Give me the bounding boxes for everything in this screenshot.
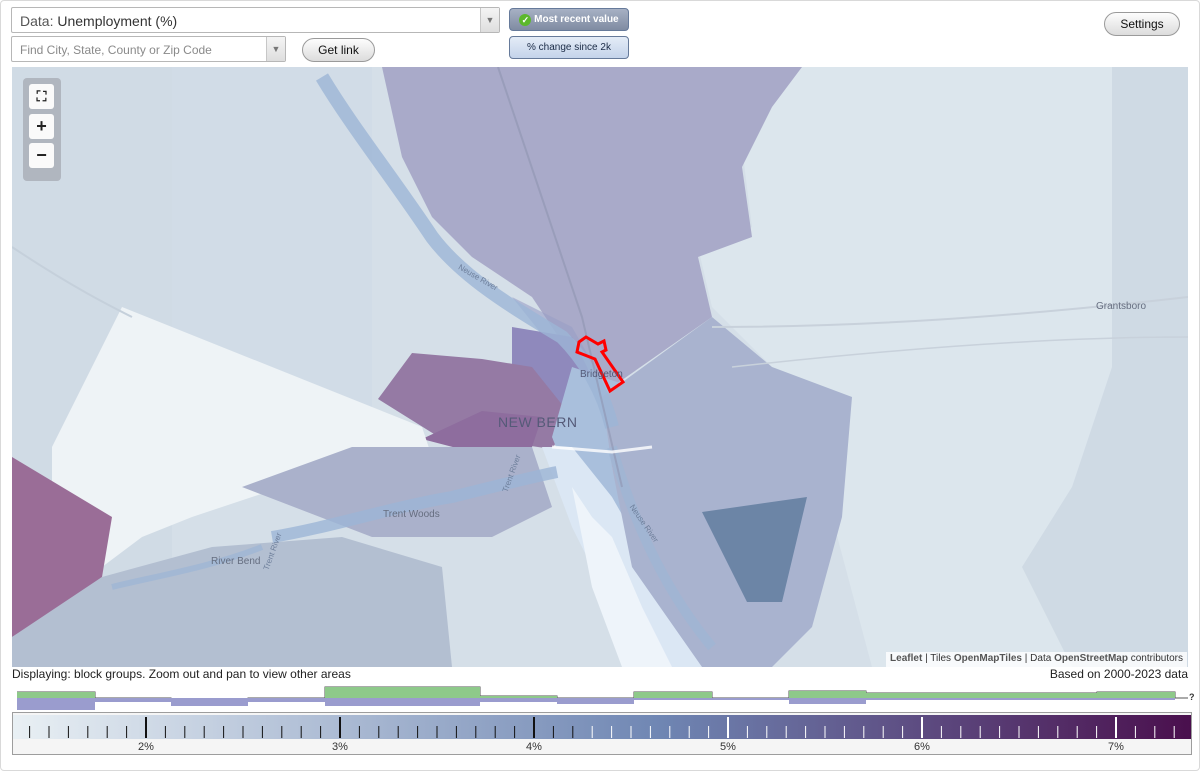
get-link-button[interactable]: Get link [302, 38, 375, 62]
zoom-out-button[interactable]: − [29, 143, 54, 168]
legend-tick-label: 4% [526, 741, 542, 753]
map-label-river-bend: River Bend [211, 556, 261, 567]
fullscreen-icon[interactable]: ⛶ [29, 84, 54, 109]
legend-svg: 2% 3% 4% 5% 6% 7% [13, 715, 1191, 753]
map-attribution: Leaflet | Tiles OpenMapTiles | Data Open… [886, 652, 1187, 667]
histogram-help-icon[interactable]: ? [1189, 692, 1195, 702]
most-recent-value-button[interactable]: ✓ Most recent value [509, 8, 629, 31]
location-search-input[interactable]: Find City, State, County or Zip Code ▼ [11, 36, 286, 62]
settings-button[interactable]: Settings [1104, 12, 1180, 36]
chevron-down-icon[interactable]: ▼ [480, 8, 499, 32]
legend-tick-label: 6% [914, 741, 930, 753]
map-svg[interactable] [12, 67, 1188, 667]
legend-tick-label: 5% [720, 741, 736, 753]
legend-tick-label: 2% [138, 741, 154, 753]
search-placeholder: Find City, State, County or Zip Code [20, 43, 212, 57]
map-label-trent-woods: Trent Woods [383, 509, 440, 520]
map-label-grantsboro: Grantsboro [1096, 301, 1147, 312]
legend-tick-label: 3% [332, 741, 348, 753]
openmaptiles-link[interactable]: OpenMapTiles [953, 653, 1022, 664]
map-label-new-bern: NEW BERN [498, 414, 578, 430]
chevron-down-icon[interactable]: ▼ [266, 37, 285, 61]
map-label-bridgeton: Bridgeton [580, 369, 623, 380]
data-select-prefix: Data: [20, 13, 54, 29]
data-select-value: Unemployment (%) [57, 13, 178, 29]
zoom-in-button[interactable]: + [29, 114, 54, 139]
check-icon: ✓ [519, 14, 532, 26]
map-canvas[interactable]: NEW BERN Bridgeton Grantsboro Trent Wood… [12, 67, 1188, 667]
legend-tick-label: 7% [1108, 741, 1124, 753]
displaying-text: Displaying: block groups. Zoom out and p… [12, 667, 351, 681]
data-select[interactable]: Data: Unemployment (%) ▼ [11, 7, 500, 33]
leaflet-link[interactable]: Leaflet [890, 653, 923, 664]
histogram: ? [17, 686, 1195, 710]
based-on-text: Based on 2000-2023 data [1049, 667, 1188, 681]
color-legend: 2% 3% 4% 5% 6% 7% [12, 712, 1192, 755]
most-recent-label: Most recent value [534, 14, 619, 25]
pct-change-button[interactable]: % change since 2k [509, 36, 629, 59]
openstreetmap-link[interactable]: OpenStreetMap [1054, 653, 1128, 664]
